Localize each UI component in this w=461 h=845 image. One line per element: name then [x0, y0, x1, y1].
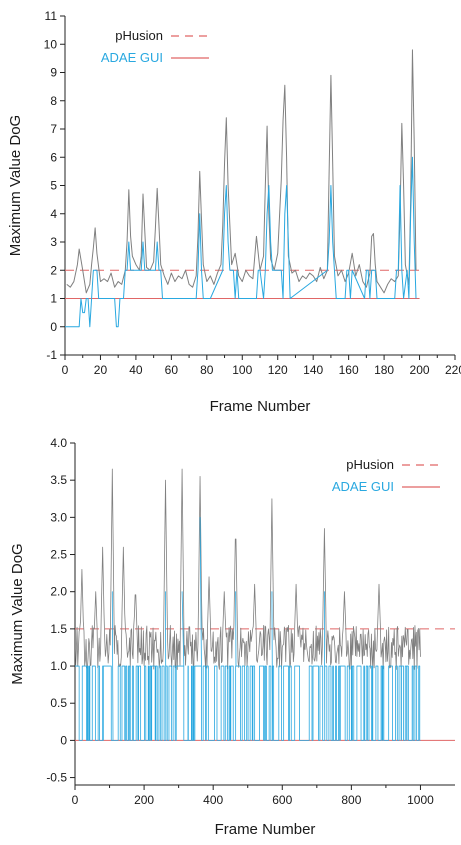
x-tick-label: 160 — [339, 363, 359, 377]
x-tick-label: 40 — [129, 363, 143, 377]
y-tick-label: 3 — [50, 235, 57, 249]
y-axis-label: Maximum Value DoG — [9, 543, 26, 684]
y-tick-label: 0 — [60, 733, 67, 747]
x-tick-label: 0 — [72, 793, 79, 807]
y-tick-label: 4 — [50, 207, 57, 221]
y-tick-label: 2.5 — [50, 548, 67, 562]
x-tick-label: 80 — [200, 363, 214, 377]
y-tick-label: 6 — [50, 150, 57, 164]
y-tick-label: 1 — [50, 292, 57, 306]
y-tick-label: 9 — [50, 66, 57, 80]
legend-label: ADAE GUI — [101, 50, 163, 65]
x-tick-label: 60 — [165, 363, 179, 377]
y-tick-label: 5 — [50, 179, 57, 193]
series-line — [74, 468, 421, 670]
x-tick-label: 400 — [203, 793, 223, 807]
y-tick-label: 4.0 — [50, 436, 67, 450]
x-tick-label: 100 — [232, 363, 252, 377]
legend-label: pHusion — [115, 28, 163, 43]
legend: pHusion ADAE GUI — [332, 457, 440, 494]
legend-label: ADAE GUI — [332, 479, 394, 494]
y-tick-label: 1.0 — [50, 659, 67, 673]
x-tick-label: 200 — [410, 363, 430, 377]
x-tick-label: 600 — [272, 793, 292, 807]
x-tick-label: 1000 — [407, 793, 434, 807]
y-tick-label: -1 — [46, 348, 57, 362]
y-tick-label: 1.5 — [50, 622, 67, 636]
x-tick-label: 120 — [268, 363, 288, 377]
y-tick-label: 7 — [50, 122, 57, 136]
x-axis-label: Frame Number — [215, 821, 316, 838]
y-tick-label: 2.0 — [50, 585, 67, 599]
series-line — [65, 156, 417, 328]
x-axis-label: Frame Number — [210, 398, 311, 415]
x-tick-label: 140 — [303, 363, 323, 377]
x-tick-label: 200 — [134, 793, 154, 807]
y-tick-label: 0.5 — [50, 696, 67, 710]
x-tick-label: 0 — [62, 363, 69, 377]
x-tick-label: 20 — [94, 363, 108, 377]
y-tick-label: 3.0 — [50, 510, 67, 524]
x-tick-label: 180 — [374, 363, 394, 377]
chart-2: 0 200 400 600 800 1000 -0.5 0 0.5 1.0 1.5 2.0 2.5 3.0… — [9, 436, 455, 838]
y-tick-label: 10 — [44, 37, 58, 51]
y-tick-label: -0.5 — [46, 771, 67, 785]
series-line — [66, 49, 417, 294]
x-tick-label: 220 — [445, 363, 461, 377]
y-tick-label: 8 — [50, 94, 57, 108]
y-axis-label: Maximum Value DoG — [7, 115, 24, 256]
chart-1: 0 20 40 60 80 100 120 140 160 180 200 220 -1 0 1 2 3 4 5 6 7… — [7, 9, 461, 415]
x-tick-label: 800 — [341, 793, 361, 807]
legend-label: pHusion — [346, 457, 394, 472]
legend: pHusion ADAE GUI — [101, 28, 209, 65]
y-tick-label: 2 — [50, 263, 57, 277]
y-tick-label: 0 — [50, 320, 57, 334]
y-tick-label: 11 — [45, 9, 58, 23]
series-line — [75, 516, 421, 741]
y-tick-label: 3.5 — [50, 473, 67, 487]
